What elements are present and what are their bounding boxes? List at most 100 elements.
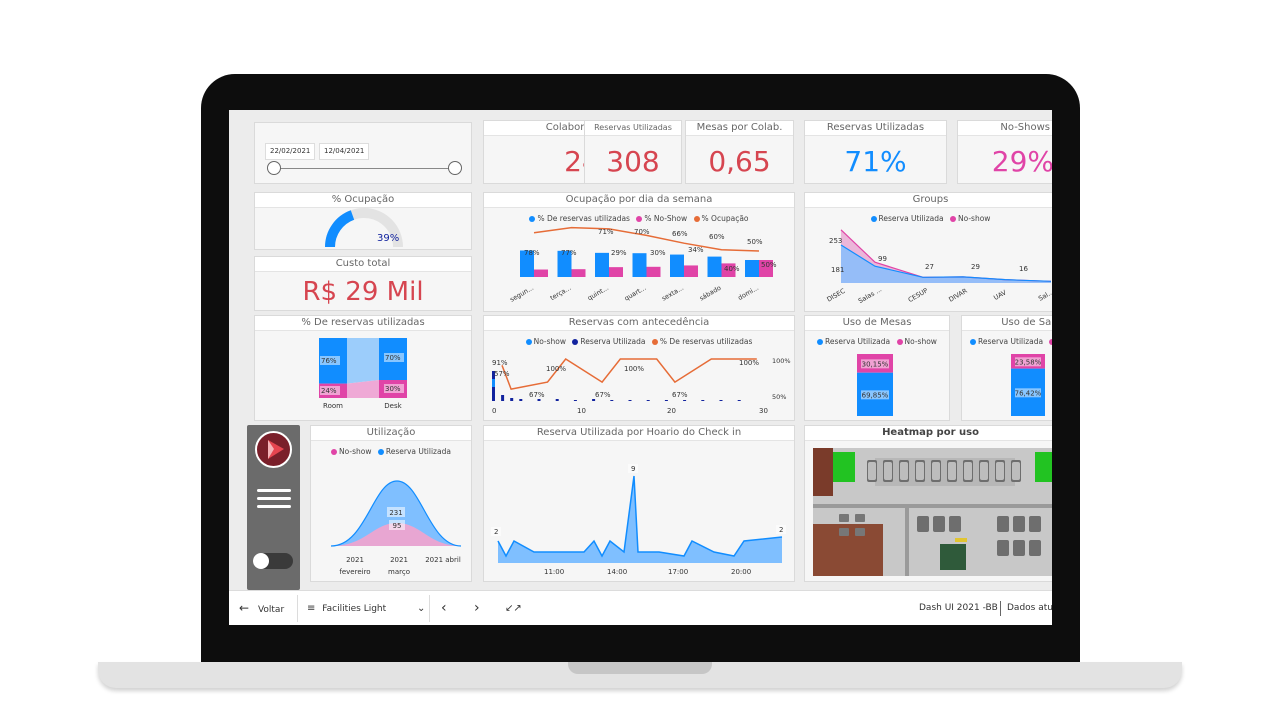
data-label: 57% <box>494 370 510 378</box>
bar-no-show[interactable] <box>534 269 548 277</box>
bar-no-show[interactable] <box>646 266 661 277</box>
reservas-antecedencia-card: Reservas com antecedência No-show Reserv… <box>483 315 795 421</box>
bar-reserva-utilizada[interactable] <box>501 395 505 401</box>
card-title: Uso de Mesas <box>805 316 949 331</box>
bar-no-show[interactable] <box>571 269 586 277</box>
bar-reservas-utilizadas[interactable] <box>745 260 759 277</box>
x-tick-label: sábado <box>698 284 722 303</box>
y-tick-label: 50% <box>772 393 786 401</box>
hamburger-menu-icon[interactable] <box>257 489 291 508</box>
collapse-button[interactable]: ↙↗ <box>505 591 522 625</box>
bar-reserva-utilizada[interactable] <box>628 400 632 401</box>
checkin-chart: 2 9 2 11:00 14:00 17:00 20:00 <box>484 426 794 581</box>
kpi-value: 29% <box>991 145 1052 178</box>
back-button[interactable]: ← Voltar <box>239 591 284 625</box>
bar-reservas-utilizadas[interactable] <box>520 250 534 277</box>
bar-no-show[interactable] <box>609 267 623 277</box>
data-label: 23,58% <box>1015 358 1042 366</box>
slider-start-handle[interactable] <box>267 161 281 175</box>
floorplan-heatmap[interactable] <box>805 444 1052 577</box>
card-title: Custo total <box>255 257 471 272</box>
data-label: 71% <box>598 228 614 236</box>
x-tick-label: 14:00 <box>607 568 627 576</box>
x-tick-label: 20 <box>667 407 676 415</box>
chevron-right-icon: › <box>474 600 480 616</box>
data-label: 67% <box>529 391 545 399</box>
bar-no-show[interactable] <box>759 260 773 277</box>
bar-reserva-utilizada[interactable] <box>664 400 668 401</box>
data-label: 29 <box>971 263 980 271</box>
bar-reserva-utilizada[interactable] <box>610 400 614 401</box>
x-tick-label: terça... <box>549 284 573 302</box>
bar-reserva-utilizada[interactable] <box>592 399 596 401</box>
bar-reservas-utilizadas[interactable] <box>595 252 609 277</box>
side-nav-panel <box>247 425 300 590</box>
bar-reserva-utilizada[interactable] <box>573 400 577 401</box>
kpi-title: Reservas Utilizadas <box>805 121 946 136</box>
kpi-mesas-card: Mesas por Colab. 0,65 <box>685 120 794 184</box>
kpi-title: Mesas por Colab. <box>686 121 793 136</box>
end-date-field[interactable]: 12/04/2021 <box>319 143 370 160</box>
data-label: 27 <box>925 263 934 271</box>
bar-no-show[interactable] <box>492 379 495 387</box>
bar-reserva-utilizada[interactable] <box>555 399 559 401</box>
divider <box>1000 601 1001 616</box>
bar-reserva-utilizada[interactable] <box>719 400 723 401</box>
chart-legend: No-show Reserva Utilizada % De reservas … <box>484 337 794 346</box>
card-title: Uso de Sal <box>962 316 1052 331</box>
data-label: 50% <box>761 261 777 269</box>
data-label: 50% <box>747 238 763 246</box>
card-title: Reserva Utilizada por Hoario do Check in <box>484 426 794 441</box>
groups-card: Groups Reserva Utilizada No-show 253 181 9… <box>804 192 1052 312</box>
bar-reservas-utilizadas[interactable] <box>632 253 647 277</box>
heatmap-card: Heatmap por uso <box>804 425 1052 582</box>
chevron-down-icon: ⌄ <box>417 603 426 614</box>
ocupacao-gauge-card: % Ocupação 39% <box>254 192 472 250</box>
bar-reserva-utilizada[interactable] <box>701 400 705 401</box>
slider-end-handle[interactable] <box>448 161 462 175</box>
y-tick-label: 100% <box>772 357 791 365</box>
previous-page-button[interactable]: ‹ <box>441 591 447 625</box>
start-date-field[interactable]: 22/02/2021 <box>265 143 316 160</box>
bar-reserva-utilizada[interactable] <box>737 400 741 401</box>
app-logo[interactable] <box>255 431 292 468</box>
x-tick-label: Desk <box>384 402 402 410</box>
data-label: 2 <box>779 526 783 534</box>
report-page-selector[interactable]: ≡ Facilities Light ⌄ <box>307 591 425 625</box>
data-label: 76,42% <box>1015 389 1042 397</box>
bar-no-show[interactable] <box>684 265 698 277</box>
dashboard-screen: 22/02/2021 12/04/2021 Colaboradores 24 R… <box>229 110 1052 625</box>
next-page-button[interactable]: › <box>474 591 480 625</box>
kpi-value: 0,65 <box>708 145 771 178</box>
card-title: % De reservas utilizadas <box>255 316 471 331</box>
x-tick-label: 17:00 <box>668 568 688 576</box>
bar-reserva-utilizada[interactable] <box>683 400 687 401</box>
report-page-label: Facilities Light <box>322 604 387 614</box>
uso-mesas-card: Uso de Mesas Reserva Utilizada No-show 3… <box>804 315 950 421</box>
x-tick-label: fevereiro <box>339 568 370 576</box>
ribbon-noshow <box>347 380 379 398</box>
x-tick-label: CESUP <box>907 286 930 304</box>
data-label: 30% <box>385 385 401 393</box>
ribbon-used <box>347 338 379 384</box>
bar-reserva-utilizada[interactable] <box>646 400 650 401</box>
data-label: 100% <box>624 365 644 373</box>
reserva-area[interactable] <box>841 244 1051 283</box>
x-tick-label: DIVAR <box>947 287 969 304</box>
bar-reservas-utilizadas[interactable] <box>670 254 684 277</box>
bar-reserva-utilizada[interactable] <box>510 398 514 401</box>
checkin-hour-card: Reserva Utilizada por Hoario do Check in… <box>483 425 795 582</box>
no-show-area[interactable] <box>331 523 461 546</box>
x-tick-label: quint... <box>586 284 610 302</box>
chart-legend: Reserva Utilizada No-show <box>805 214 1052 223</box>
bar-reservas-utilizadas[interactable] <box>557 250 572 277</box>
theme-toggle[interactable] <box>253 553 293 569</box>
bar-reserva-utilizada[interactable] <box>537 399 541 401</box>
bar-reservas-utilizadas[interactable] <box>707 256 722 277</box>
no-show-area[interactable] <box>841 229 1051 283</box>
bar-no-show[interactable] <box>721 263 736 277</box>
reserva-area[interactable] <box>498 476 782 563</box>
data-label: 40% <box>724 265 740 273</box>
bar-reserva-utilizada[interactable] <box>519 399 523 401</box>
list-icon: ≡ <box>307 603 316 614</box>
